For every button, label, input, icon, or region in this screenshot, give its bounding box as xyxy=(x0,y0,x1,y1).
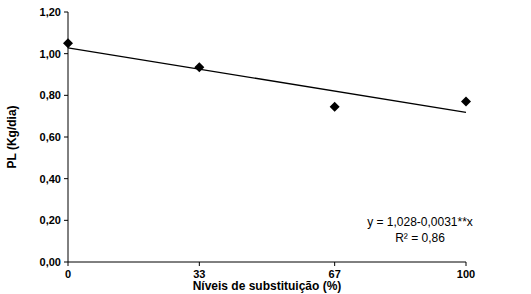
x-tick-label: 100 xyxy=(457,268,475,280)
y-tick-label: 0,00 xyxy=(40,256,61,268)
y-tick xyxy=(64,178,68,179)
y-axis-label: PL (Kg/dia) xyxy=(5,105,19,168)
annotation: y = 1,028-0,0031**x xyxy=(367,215,473,229)
trend-line xyxy=(68,48,466,113)
y-tick xyxy=(64,12,68,13)
data-point xyxy=(461,97,471,107)
x-tick xyxy=(68,262,69,266)
x-tick xyxy=(199,262,200,266)
x-tick xyxy=(466,262,467,266)
y-tick-label: 0,60 xyxy=(40,131,61,143)
y-tick-label: 1,00 xyxy=(40,48,61,60)
chart: 0,000,200,400,600,801,001,2003367100Níve… xyxy=(0,0,531,294)
y-tick-label: 1,20 xyxy=(40,6,61,18)
x-axis-label: Níveis de substituição (%) xyxy=(193,279,342,293)
y-tick-label: 0,20 xyxy=(40,214,61,226)
y-tick xyxy=(64,137,68,138)
x-tick-label: 0 xyxy=(65,268,71,280)
data-point xyxy=(330,102,340,112)
data-point xyxy=(194,62,204,72)
y-tick xyxy=(64,53,68,54)
data-point xyxy=(63,38,73,48)
y-tick-label: 0,80 xyxy=(40,89,61,101)
y-tick xyxy=(64,262,68,263)
x-axis xyxy=(68,262,466,263)
plot-area xyxy=(63,38,471,112)
x-tick xyxy=(334,262,335,266)
y-tick-label: 0,40 xyxy=(40,173,61,185)
annotation: R² = 0,86 xyxy=(395,231,445,245)
y-tick xyxy=(64,220,68,221)
y-tick xyxy=(64,95,68,96)
